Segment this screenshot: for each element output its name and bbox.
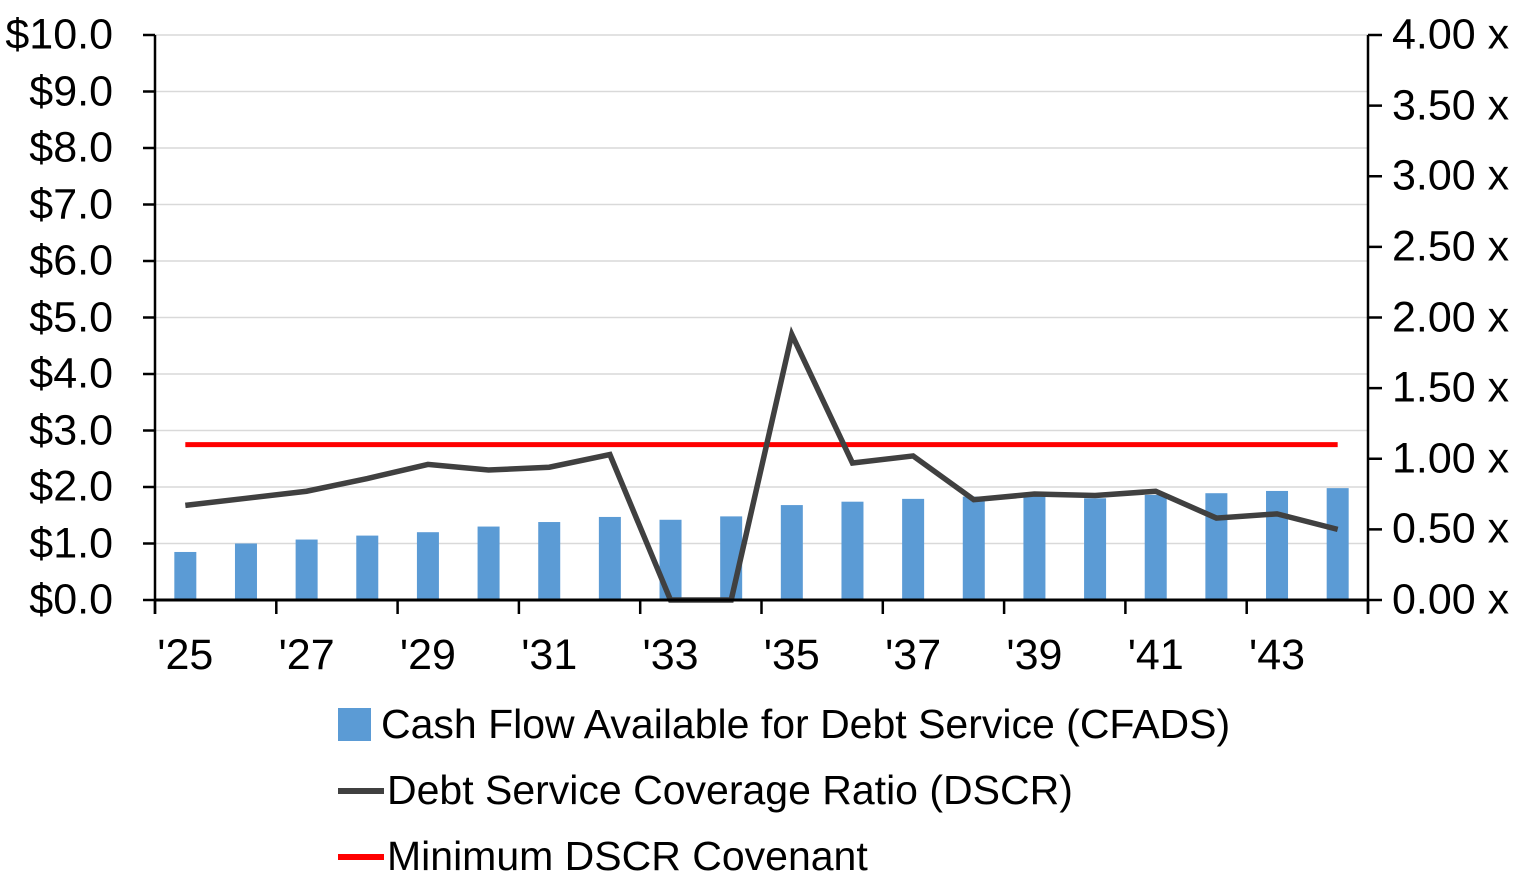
cfads-bar xyxy=(1084,498,1107,600)
left-axis-label: $7.0 xyxy=(29,180,113,228)
right-axis-label: 2.00 x xyxy=(1392,293,1510,341)
x-axis-label: '33 xyxy=(642,631,699,679)
legend-label-cfads: Cash Flow Available for Debt Service (CF… xyxy=(381,701,1231,747)
cfads-bar xyxy=(356,535,379,600)
legend-item-covenant: Minimum DSCR Covenant xyxy=(338,834,1230,879)
cfads-bar xyxy=(598,516,621,600)
left-axis-label: $5.0 xyxy=(29,293,113,341)
left-axis-label: $2.0 xyxy=(29,462,113,511)
cfads-bar xyxy=(841,501,864,600)
left-axis-label: $10.0 xyxy=(5,10,113,59)
left-axis-label: $9.0 xyxy=(29,67,113,115)
cfads-bar xyxy=(1205,493,1228,600)
right-axis-label: 0.50 x xyxy=(1392,504,1510,553)
legend-item-dscr: Debt Service Coverage Ratio (DSCR) xyxy=(338,767,1230,814)
dscr-line xyxy=(185,326,1339,603)
right-axis-label: 1.50 x xyxy=(1392,363,1510,412)
cfads-bar xyxy=(174,551,197,600)
left-axis-label: $4.0 xyxy=(29,349,113,398)
legend-label-covenant: Minimum DSCR Covenant xyxy=(387,833,868,880)
right-axis-label: 0.00 x xyxy=(1392,575,1510,624)
cfads-bar xyxy=(1144,494,1167,600)
right-axis-label: 1.00 x xyxy=(1392,434,1510,483)
cfads-bar xyxy=(234,543,257,600)
left-axis-label: $0.0 xyxy=(29,575,113,624)
left-axis-label: $1.0 xyxy=(29,519,113,567)
cfads-bar xyxy=(902,498,925,600)
right-axis-label: 3.50 x xyxy=(1392,81,1510,130)
legend-item-cfads: Cash Flow Available for Debt Service (CF… xyxy=(338,701,1231,747)
legend-label-dscr: Debt Service Coverage Ratio (DSCR) xyxy=(387,767,1073,814)
left-axis-label: $6.0 xyxy=(29,236,113,285)
cfads-bar xyxy=(1266,490,1289,600)
x-axis-label: '35 xyxy=(763,631,820,679)
cfads-bar-swatch-icon xyxy=(338,708,371,742)
cfads-bar xyxy=(477,526,500,600)
x-axis-label: '25 xyxy=(157,631,214,679)
cfads-bar xyxy=(295,539,318,600)
cfads-bar xyxy=(1023,494,1046,600)
x-axis-label: '41 xyxy=(1127,631,1184,679)
cfads-bar xyxy=(962,496,985,600)
x-axis-label: '31 xyxy=(521,631,578,679)
cfads-bar xyxy=(1326,488,1349,600)
right-axis-label: 4.00 x xyxy=(1392,10,1510,59)
right-axis-label: 2.50 x xyxy=(1392,222,1510,271)
cfads-bar xyxy=(538,522,561,600)
left-axis-label: $8.0 xyxy=(29,123,113,172)
x-axis-label: '37 xyxy=(885,631,942,679)
x-axis-label: '39 xyxy=(1006,631,1063,679)
x-axis-label: '29 xyxy=(399,631,456,679)
x-axis-label: '43 xyxy=(1248,631,1306,679)
legend: Cash Flow Available for Debt Service (CF… xyxy=(338,701,1231,879)
right-axis-label: 3.00 x xyxy=(1392,151,1510,200)
cfads-bar xyxy=(416,532,439,600)
left-axis-label: $3.0 xyxy=(29,406,113,454)
covenant-line-swatch-icon xyxy=(338,853,384,860)
dscr-line-swatch-icon xyxy=(338,787,384,794)
cfads-bar xyxy=(780,505,803,600)
x-axis-label: '27 xyxy=(278,631,335,679)
